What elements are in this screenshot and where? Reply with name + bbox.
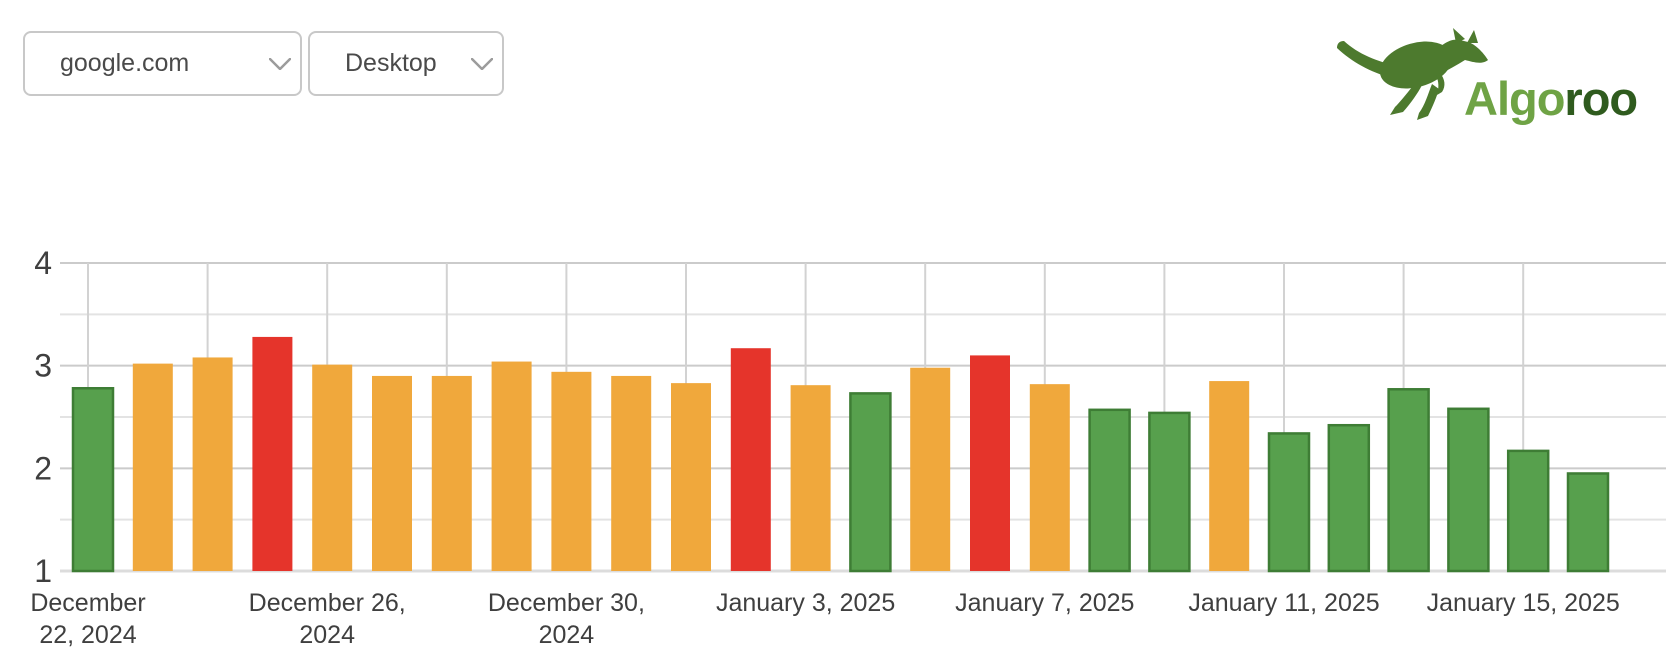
logo: Algoroo bbox=[1334, 22, 1670, 132]
volatility-bar[interactable] bbox=[671, 383, 711, 571]
chevron-down-icon bbox=[269, 57, 291, 70]
x-axis-label: 2024 bbox=[539, 621, 595, 649]
volatility-bar[interactable] bbox=[1209, 381, 1250, 571]
volatility-bar[interactable] bbox=[431, 375, 472, 571]
volatility-bar[interactable] bbox=[1506, 449, 1550, 573]
volatility-bar[interactable] bbox=[1148, 411, 1191, 573]
x-axis-label: December 30, bbox=[488, 589, 645, 617]
site-dropdown-value: google.com bbox=[60, 49, 190, 77]
volatility-bar[interactable] bbox=[1566, 472, 1610, 573]
x-axis-label: December bbox=[30, 589, 145, 617]
chevron-down-icon bbox=[471, 57, 493, 70]
volatility-bar[interactable] bbox=[491, 361, 532, 571]
x-axis-label: January 11, 2025 bbox=[1188, 589, 1379, 617]
volatility-bar[interactable] bbox=[372, 375, 412, 571]
volatility-bar[interactable] bbox=[611, 375, 652, 571]
volatility-bar[interactable] bbox=[849, 392, 892, 573]
volatility-bar[interactable] bbox=[1327, 423, 1371, 573]
volatility-bar[interactable] bbox=[551, 371, 592, 571]
volatility-bar[interactable] bbox=[252, 336, 293, 571]
volatility-bar[interactable] bbox=[1088, 408, 1131, 573]
y-axis-label: 4 bbox=[34, 245, 52, 281]
x-axis-label: January 3, 2025 bbox=[716, 589, 895, 617]
kangaroo-icon bbox=[1337, 28, 1488, 120]
logo-text-roo: roo bbox=[1564, 72, 1638, 125]
volatility-bar[interactable] bbox=[71, 387, 115, 573]
volatility-bar[interactable] bbox=[1267, 432, 1311, 573]
volatility-bar[interactable] bbox=[790, 385, 831, 571]
logo-text-algo: Algo bbox=[1464, 72, 1565, 125]
x-axis-label: January 7, 2025 bbox=[955, 589, 1134, 617]
y-axis-label: 1 bbox=[34, 553, 52, 589]
volatility-bar[interactable] bbox=[312, 364, 353, 571]
volatility-bar[interactable] bbox=[132, 363, 173, 571]
x-axis-label: 22, 2024 bbox=[39, 621, 136, 649]
site-dropdown[interactable]: google.com bbox=[23, 31, 302, 96]
y-axis-label: 3 bbox=[34, 348, 52, 384]
x-axis-label: January 15, 2025 bbox=[1427, 589, 1620, 617]
device-dropdown-value: Desktop bbox=[345, 49, 437, 77]
device-dropdown[interactable]: Desktop bbox=[308, 31, 504, 96]
x-axis-label: 2024 bbox=[299, 621, 355, 649]
logo-wordmark: Algoroo bbox=[1464, 72, 1638, 125]
volatility-bar[interactable] bbox=[730, 348, 771, 571]
volatility-bar[interactable] bbox=[192, 357, 233, 571]
volatility-bar[interactable] bbox=[1447, 407, 1490, 573]
volatility-bar[interactable] bbox=[970, 355, 1010, 571]
y-axis-label: 2 bbox=[34, 450, 52, 486]
volatility-bar[interactable] bbox=[910, 367, 951, 571]
volatility-bar[interactable] bbox=[1029, 384, 1070, 571]
x-axis-label: December 26, bbox=[249, 589, 406, 617]
volatility-bar[interactable] bbox=[1387, 388, 1430, 573]
